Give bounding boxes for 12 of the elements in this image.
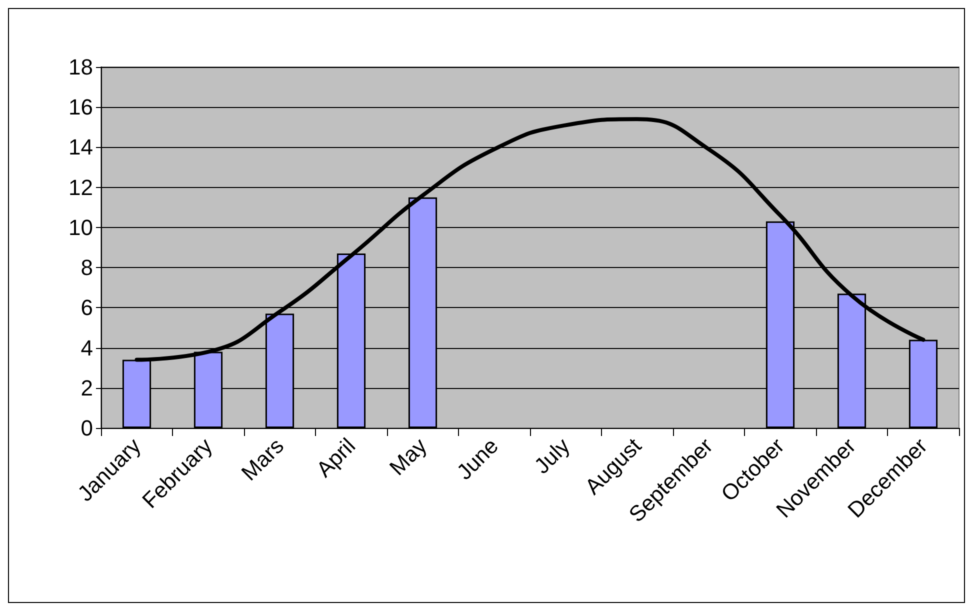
y-tick-label: 14 bbox=[68, 134, 93, 160]
y-tick-label: 18 bbox=[68, 54, 93, 80]
x-tick-label: July bbox=[529, 433, 575, 478]
y-tick-label: 0 bbox=[80, 416, 93, 440]
y-tick-label: 4 bbox=[80, 335, 93, 360]
x-tick-label: May bbox=[384, 433, 432, 480]
y-tick-label: 12 bbox=[68, 174, 93, 200]
y-tick-label: 10 bbox=[68, 214, 93, 240]
y-tick-label: 16 bbox=[68, 94, 93, 120]
y-tick-label: 6 bbox=[80, 295, 93, 320]
y-tick-label: 8 bbox=[80, 255, 93, 280]
y-tick-label: 2 bbox=[80, 375, 93, 400]
